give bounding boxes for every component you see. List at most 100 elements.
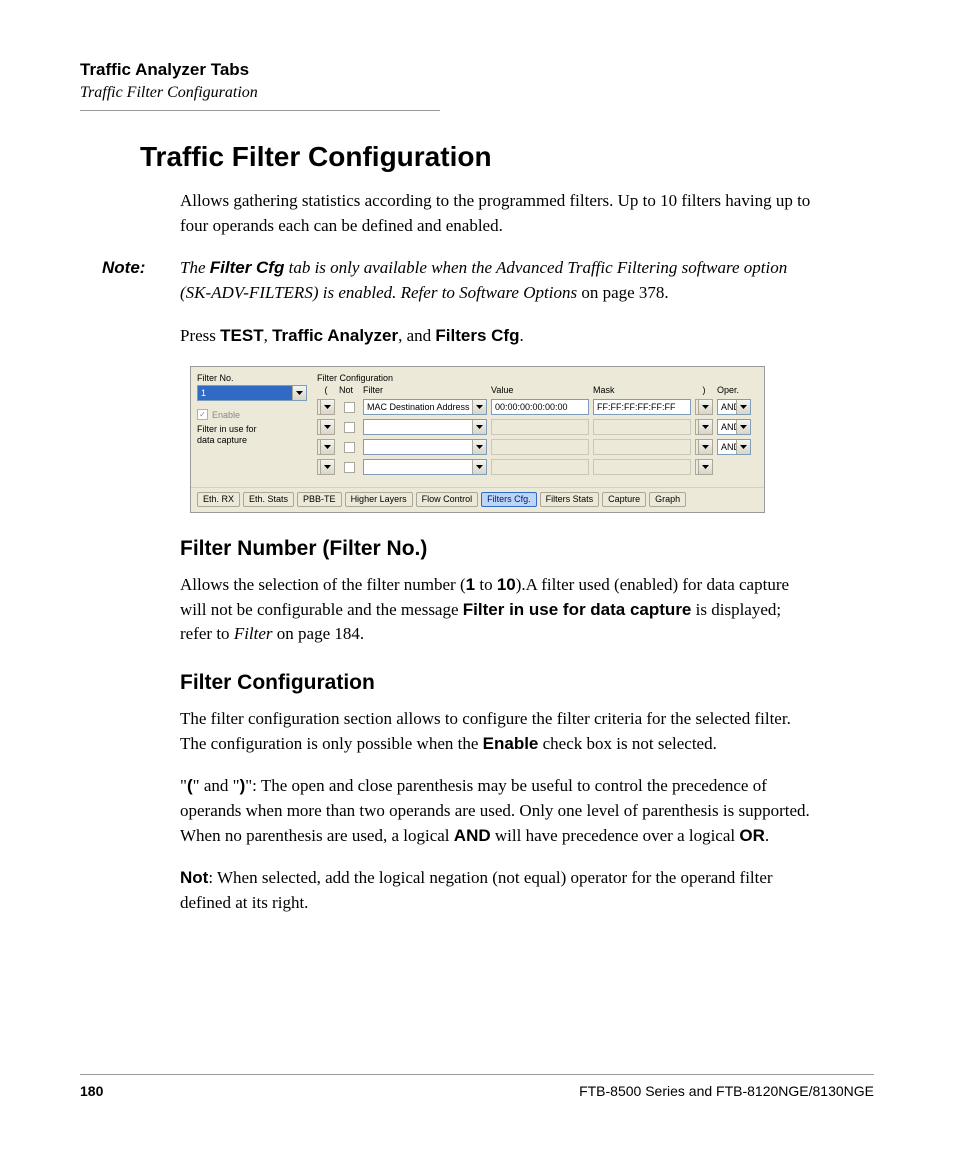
intro-paragraph: Allows gathering statistics according to… [180,189,814,238]
footer-rule [80,1074,874,1075]
filter-cfg-heading: Filter Configuration [180,671,874,695]
not-checkbox[interactable] [344,422,355,433]
page-footer: 180 FTB-8500 Series and FTB-8120NGE/8130… [80,1074,874,1099]
close-paren-select[interactable] [695,459,713,475]
tab-capture[interactable]: Capture [602,492,646,507]
note-period: . [664,283,668,302]
filter-no-section: Filter No. 1 ✓ Enable Filter in use for … [197,373,307,479]
filter-config-panel: Filter No. 1 ✓ Enable Filter in use for … [190,366,765,513]
chevron-down-icon[interactable] [698,420,712,434]
value-input[interactable] [491,459,589,475]
note-pageref: on page 378 [581,283,664,302]
chevron-down-icon[interactable] [292,386,306,400]
chevron-down-icon[interactable] [698,400,712,414]
press-t3: , and [398,326,435,345]
tab-bar: Eth. RX Eth. Stats PBB-TE Higher Layers … [191,487,764,512]
tab-eth-rx[interactable]: Eth. RX [197,492,240,507]
filter-cfg-p2: "(" and ")": The open and close parenthe… [180,774,814,848]
product-model: FTB-8500 Series and FTB-8120NGE/8130NGE [579,1083,874,1099]
fc-b1: Enable [483,734,539,753]
oper-value: AND [718,420,736,434]
chevron-down-icon[interactable] [320,440,334,454]
status-line1: Filter in use for [197,424,307,435]
fc-t2: check box is not selected. [538,734,716,753]
oper-select[interactable]: AND [717,399,751,415]
chevron-down-icon[interactable] [698,460,712,474]
tab-filters-stats[interactable]: Filters Stats [540,492,600,507]
fc2-t2: " and " [193,776,240,795]
fc2-t5: . [765,826,769,845]
filter-type-value: MAC Destination Address [364,400,472,414]
value-input[interactable]: 00:00:00:00:00:00 [491,399,589,415]
status-line2: data capture [197,435,307,446]
oper-value: AND [718,400,736,414]
filter-row: AND [317,439,758,455]
chevron-down-icon[interactable] [698,440,712,454]
open-paren-select[interactable] [317,399,335,415]
fn-b2: 10 [497,575,516,594]
chevron-down-icon[interactable] [472,460,486,474]
press-b2: Traffic Analyzer [272,326,398,345]
chevron-down-icon[interactable] [472,420,486,434]
mask-input[interactable] [593,439,691,455]
filter-row: AND [317,419,758,435]
not-checkbox[interactable] [344,442,355,453]
tab-pbb-te[interactable]: PBB-TE [297,492,342,507]
enable-checkbox-row[interactable]: ✓ Enable [197,409,240,420]
open-paren-select[interactable] [317,439,335,455]
tab-filters-cfg[interactable]: Filters Cfg. [481,492,537,507]
tab-higher-layers[interactable]: Higher Layers [345,492,413,507]
mask-input[interactable]: FF:FF:FF:FF:FF:FF [593,399,691,415]
mask-input[interactable] [593,419,691,435]
filter-type-select[interactable] [363,419,487,435]
tab-graph[interactable]: Graph [649,492,686,507]
footer-row: 180 FTB-8500 Series and FTB-8120NGE/8130… [80,1083,874,1099]
close-paren-select[interactable] [695,399,713,415]
chevron-down-icon[interactable] [320,460,334,474]
chevron-down-icon[interactable] [736,400,750,414]
fn-b3: Filter in use for data capture [463,600,692,619]
chevron-down-icon[interactable] [472,400,486,414]
chevron-down-icon[interactable] [472,440,486,454]
filter-type-select[interactable]: MAC Destination Address [363,399,487,415]
oper-select[interactable]: AND [717,419,751,435]
enable-checkbox[interactable]: ✓ [197,409,208,420]
filter-status: Filter in use for data capture [197,424,307,446]
fn-t5: on page 184. [273,624,365,643]
chevron-down-icon[interactable] [320,400,334,414]
fc2-b3: AND [454,826,491,845]
tab-eth-stats[interactable]: Eth. Stats [243,492,294,507]
oper-select[interactable]: AND [717,439,751,455]
not-checkbox[interactable] [344,402,355,413]
tab-flow-control[interactable]: Flow Control [416,492,479,507]
filter-no-label: Filter No. [197,373,307,383]
fc2-t4: will have precedence over a logical [491,826,740,845]
value-input[interactable] [491,439,589,455]
filter-type-select[interactable] [363,439,487,455]
col-mask: Mask [593,385,691,395]
col-open: ( [317,385,335,395]
mask-input[interactable] [593,459,691,475]
chevron-down-icon[interactable] [320,420,334,434]
filter-row [317,459,758,475]
close-paren-select[interactable] [695,419,713,435]
chevron-down-icon[interactable] [736,440,750,454]
filter-type-select[interactable] [363,459,487,475]
filter-no-select[interactable]: 1 [197,385,307,401]
not-checkbox[interactable] [344,462,355,473]
filter-no-paragraph: Allows the selection of the filter numbe… [180,573,814,647]
fc2-t1: " [180,776,187,795]
press-t4: . [519,326,523,345]
open-paren-select[interactable] [317,459,335,475]
document-page: Traffic Analyzer Tabs Traffic Filter Con… [0,0,954,1159]
col-not: Not [339,385,359,395]
value-input[interactable] [491,419,589,435]
open-paren-select[interactable] [317,419,335,435]
close-paren-select[interactable] [695,439,713,455]
fc2-b4: OR [739,826,765,845]
note-label: Note: [102,256,162,305]
fn-i1: Filter [234,624,273,643]
page-number: 180 [80,1083,103,1099]
filter-no-value: 1 [198,386,292,400]
chevron-down-icon[interactable] [736,420,750,434]
